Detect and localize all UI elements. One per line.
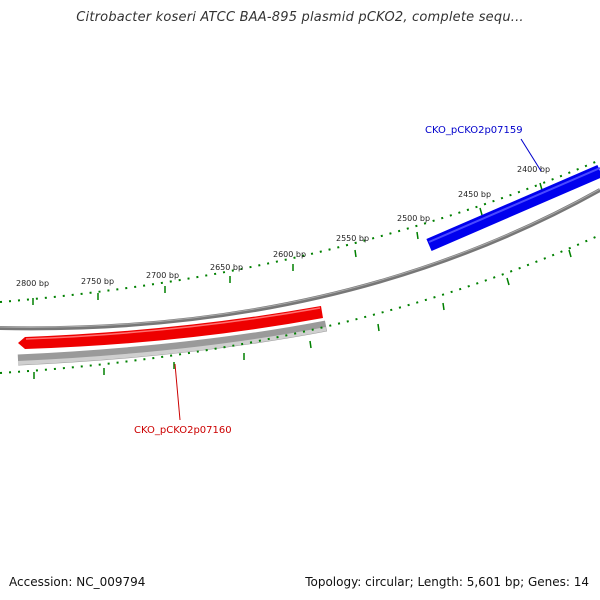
scale-ticks: 2400 bp 2450 bp 2500 bp 2550 bp 2600 bp …	[16, 165, 550, 305]
summary-text: Topology: circular; Length: 5,601 bp; Ge…	[305, 575, 589, 589]
tick-mark	[506, 277, 510, 286]
reverse-strand-band-highlight	[17, 327, 327, 365]
tick-label: 2500 bp	[397, 214, 430, 223]
gene-label-cko-pcko2p07160[interactable]: CKO_pCKO2p07160	[134, 425, 232, 436]
reverse-strand-band	[17, 320, 328, 366]
map-title: Citrobacter koseri ATCC BAA-895 plasmid …	[76, 10, 524, 25]
outer-scale-ring	[0, 159, 600, 303]
inner-ticks	[33, 249, 572, 379]
gene-cko-pcko2p07160-feature[interactable]	[18, 306, 323, 349]
tick-label: 2450 bp	[458, 190, 491, 199]
accession-text: Accession: NC_009794	[9, 575, 146, 589]
tick-mark	[377, 323, 380, 332]
tick-mark	[354, 249, 357, 258]
gene-cko-pcko2p07159-feature[interactable]	[426, 165, 600, 251]
gene-cko-pcko2p07160-highlight	[25, 307, 321, 340]
tick-label: 2400 bp	[517, 165, 550, 174]
tick-mark	[479, 207, 483, 216]
gene-label-cko-pcko2p07159[interactable]: CKO_pCKO2p07159	[425, 125, 523, 136]
tick-mark	[309, 340, 312, 349]
tick-mark	[568, 249, 572, 258]
tick-mark	[416, 231, 419, 240]
gene-label-leader	[174, 363, 181, 421]
tick-label: 2550 bp	[336, 234, 369, 243]
tick-mark	[539, 182, 543, 191]
tick-label: 2650 bp	[210, 263, 243, 272]
tick-label: 2700 bp	[146, 271, 179, 280]
tick-label: 2750 bp	[81, 277, 114, 286]
gene-cko-pcko2p07159-highlight	[428, 167, 600, 243]
backbone-arc	[0, 188, 600, 331]
tick-label: 2600 bp	[273, 250, 306, 259]
tick-mark	[442, 302, 445, 311]
gene-label-leader	[520, 138, 542, 172]
tick-label: 2800 bp	[16, 279, 49, 288]
backbone-arc-highlight	[0, 188, 600, 328]
